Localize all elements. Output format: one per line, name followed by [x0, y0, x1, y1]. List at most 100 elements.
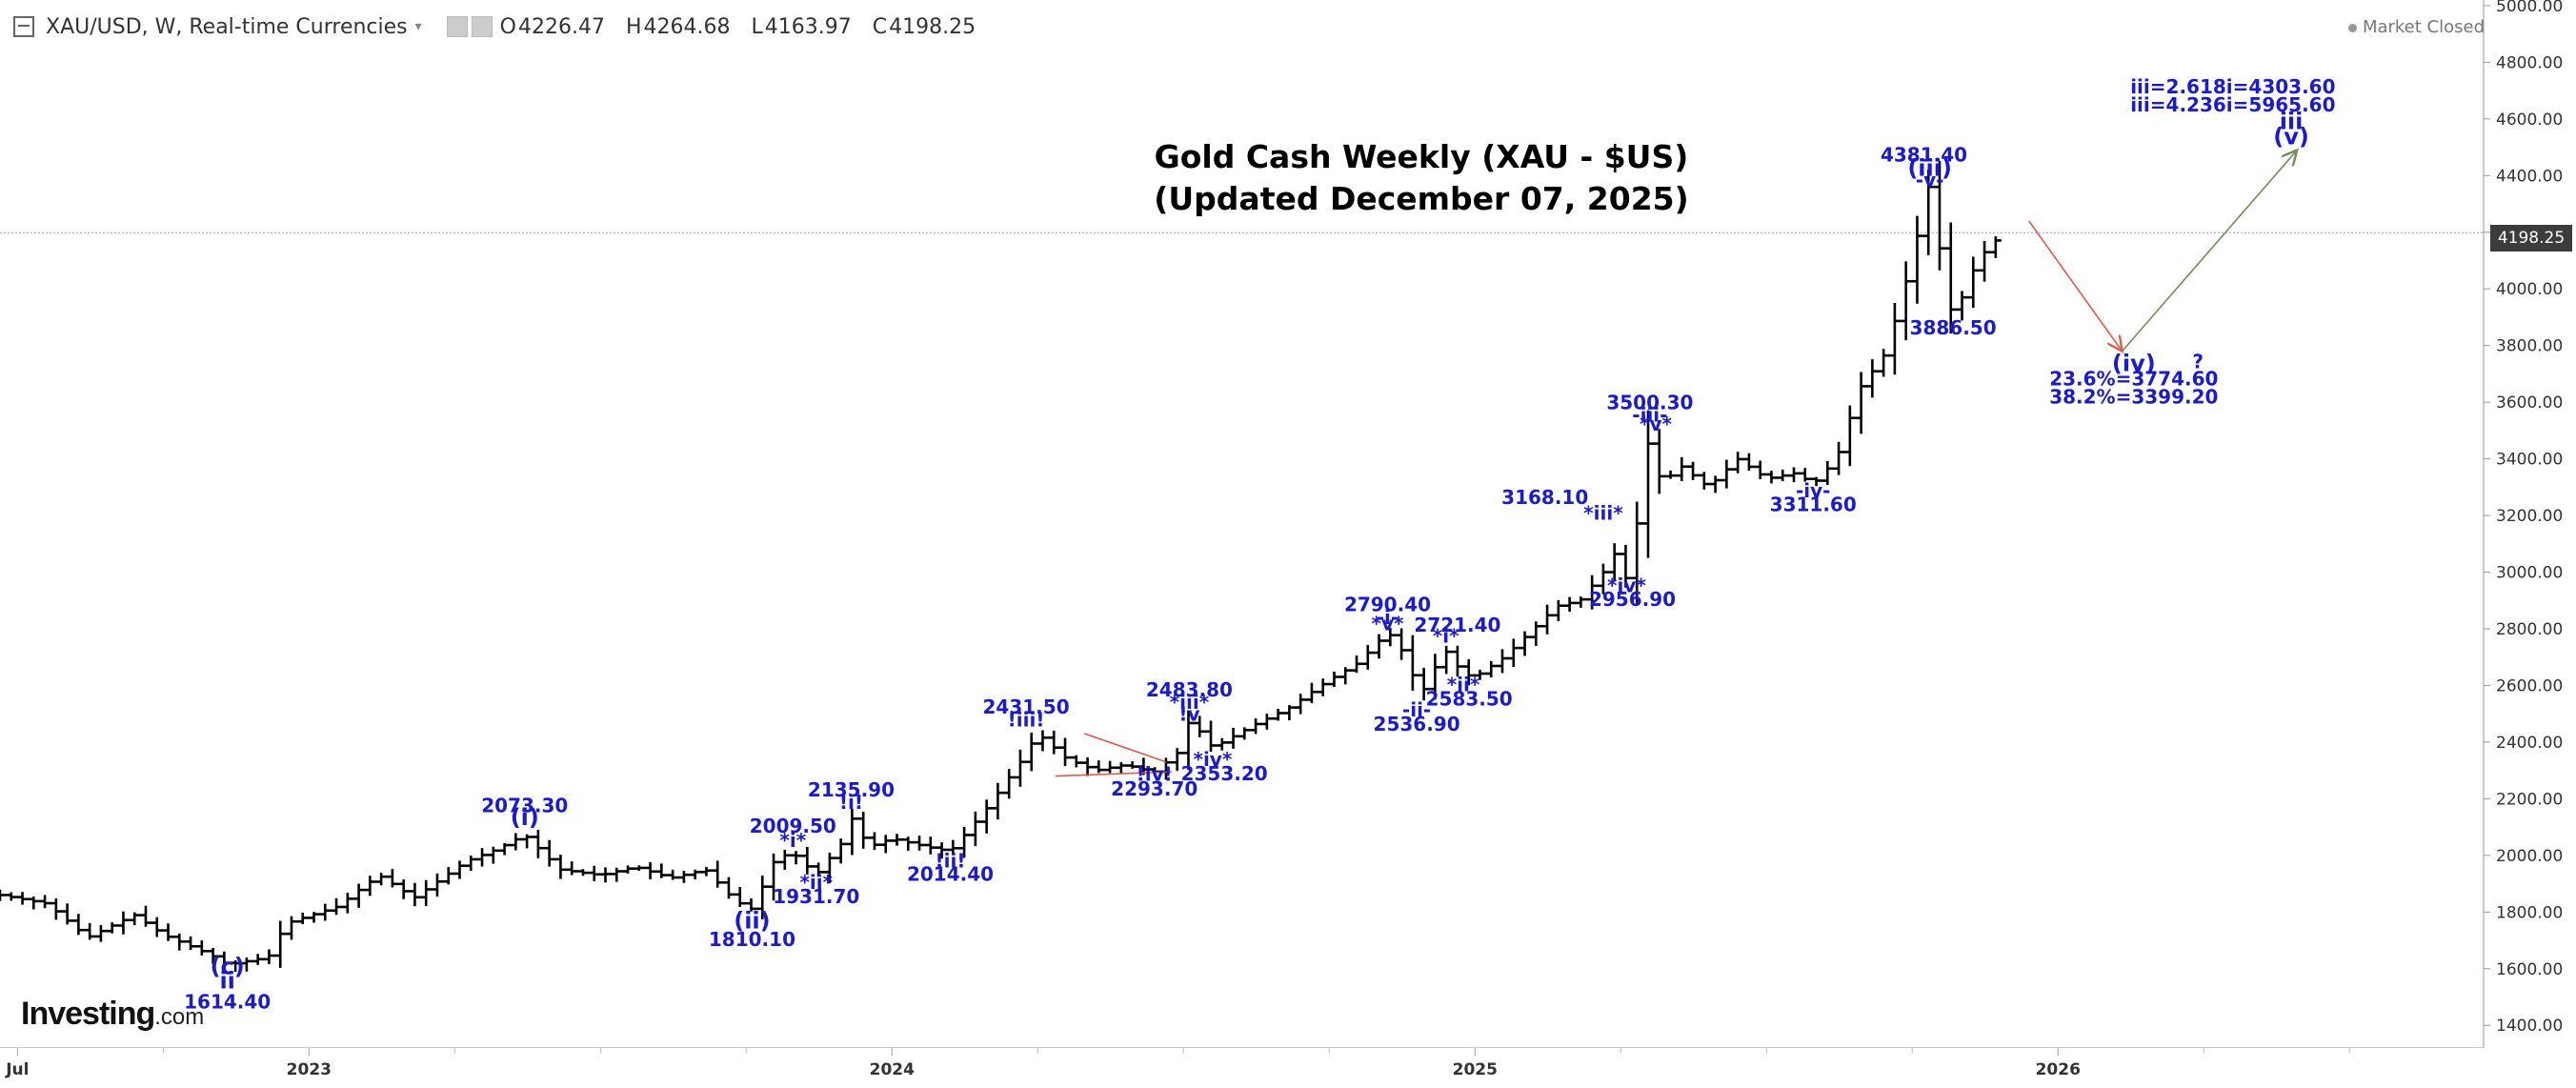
ohlc-bar	[1373, 634, 1385, 659]
ohlc-bar	[1238, 727, 1251, 740]
ohlc-bar	[1115, 761, 1127, 774]
wave-label: ii	[219, 968, 234, 995]
wave-label: 2721.40	[1414, 614, 1500, 636]
ohlc-bar	[1384, 628, 1397, 647]
ohlc-bar	[1351, 655, 1363, 674]
ohlc-bar	[39, 895, 51, 909]
y-tick-label: 5000.00	[2496, 0, 2563, 16]
ohlc-bar	[0, 889, 6, 901]
eye-icon[interactable]	[446, 16, 468, 37]
wave-label: 2431.50	[983, 695, 1070, 718]
ohlc-bar	[801, 847, 814, 876]
ohlc-bar	[1888, 303, 1901, 375]
settings-icon[interactable]	[471, 16, 493, 37]
ohlc-bar	[835, 838, 847, 864]
y-tick-label: 4600.00	[2496, 111, 2563, 130]
wave-label: 2353.20	[1181, 762, 1268, 785]
wave-label: *i*	[779, 829, 806, 852]
ohlc-bar	[1563, 596, 1576, 613]
ohlc-bar	[914, 836, 926, 851]
wave-label: 2956.90	[1589, 588, 1676, 611]
ohlc-bar	[1462, 658, 1475, 686]
ohlc-bar	[409, 882, 421, 907]
y-tick-label: 3000.00	[2496, 564, 2563, 583]
ohlc-bar	[465, 855, 477, 872]
ohlc-bar	[117, 911, 130, 935]
ohlc-bar	[341, 893, 353, 914]
ohlc-bar	[790, 851, 802, 865]
ohlc-bar	[813, 862, 825, 877]
ohlc-bar	[230, 960, 242, 973]
wave-label: iii	[2280, 108, 2304, 134]
ohlc-bar	[106, 922, 118, 934]
wave-label: (i)	[511, 804, 539, 831]
wave-label: 38.2%=3399.20	[2049, 386, 2218, 409]
chart-header: XAU/USD, W, Real-time Currencies ▾ O4226…	[0, 0, 2576, 53]
x-tick-label: Jul	[5, 1060, 29, 1079]
x-tick-label: 2024	[870, 1060, 915, 1079]
y-tick-label: 3200.00	[2496, 507, 2563, 526]
ohlc-bar	[745, 898, 757, 912]
y-tick-label: 2600.00	[2496, 676, 2563, 695]
ohlc-bar	[980, 799, 993, 834]
x-tick-label: 2026	[2036, 1060, 2081, 1079]
ohlc-bar	[1451, 645, 1463, 677]
ohlc-bar	[1081, 757, 1094, 776]
ohlc-bar	[72, 914, 85, 936]
ohlc-bar	[1361, 645, 1374, 670]
ohlc-bar	[566, 861, 578, 876]
ohlc-bar	[532, 829, 544, 858]
ohlc-bar	[1295, 694, 1307, 715]
y-tick-label: 2200.00	[2496, 790, 2563, 809]
ohlc-bar	[722, 876, 735, 899]
ohlc-bar	[151, 917, 163, 937]
ohlc-bar	[689, 869, 701, 879]
ohlc-bar	[1777, 469, 1789, 482]
ohlc-bar	[1418, 667, 1430, 701]
ohlc-bar	[1765, 471, 1778, 484]
ohlc-bar	[331, 897, 343, 916]
chevron-down-icon[interactable]: ▾	[414, 19, 422, 34]
ohlc-bar	[1227, 727, 1239, 749]
ohlc-bar	[1474, 669, 1486, 680]
ohlc-bar	[1709, 475, 1721, 494]
ohlc-bar	[1721, 459, 1733, 489]
ohlc-bar	[1406, 635, 1419, 692]
ohlc-bar	[734, 886, 746, 908]
x-axis: Jul 2023 2024 2025 2026	[0, 1047, 2576, 1088]
ohlc-bar	[420, 879, 433, 907]
wave-label: (iii)	[1907, 154, 1952, 181]
ohlc-bar	[185, 936, 197, 951]
symbol-title[interactable]: XAU/USD, W, Real-time Currencies	[46, 14, 408, 39]
ohlc-bar	[756, 875, 769, 920]
ohlc-bar	[285, 916, 297, 940]
investing-logo[interactable]: Investing.com	[21, 996, 205, 1032]
ohlc-bar	[1260, 714, 1273, 730]
menu-icon[interactable]	[13, 16, 34, 37]
wave-label: -i-	[1377, 606, 1399, 629]
ohlc-bar	[936, 842, 948, 859]
ohlc-low: L4163.97	[751, 14, 852, 39]
ohlc-bar	[1799, 468, 1811, 482]
ohlc-bar	[1687, 461, 1700, 480]
ohlc-bar	[1911, 215, 1923, 304]
ohlc-bar	[1956, 291, 1968, 321]
ohlc-bar	[397, 879, 410, 899]
ohlc-bar	[1003, 768, 1016, 799]
ohlc-bar	[296, 912, 309, 924]
wave-label: 2483.80	[1146, 678, 1233, 701]
ohlc-bar	[364, 876, 376, 897]
wave-label: 1810.10	[709, 928, 795, 951]
y-tick-label: 3800.00	[2496, 337, 2563, 356]
ohlc-bar	[1205, 720, 1218, 752]
ohlc-bar	[476, 848, 489, 867]
ohlc-bar	[1171, 748, 1183, 772]
wave-label: 2135.90	[808, 778, 895, 801]
visibility-controls[interactable]	[446, 16, 493, 37]
ohlc-bar	[1944, 222, 1957, 334]
ohlc-bar	[1216, 737, 1228, 751]
ohlc-bar	[1698, 472, 1710, 490]
ohlc-bar	[846, 808, 858, 856]
ohlc-bar	[667, 869, 679, 880]
